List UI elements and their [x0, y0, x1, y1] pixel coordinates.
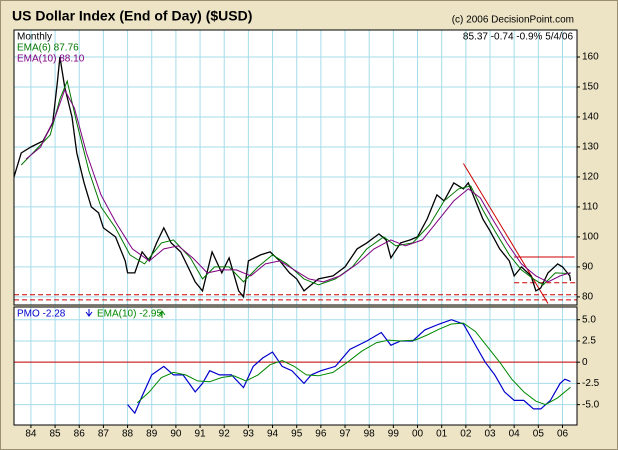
x-tick-label: 99 [388, 429, 400, 440]
periodicity: Monthly [17, 32, 52, 43]
legend-ema6: EMA(6) 87.76 [17, 43, 79, 54]
price-panel [14, 30, 577, 305]
y-tick-label: 130 [582, 142, 599, 153]
y-tick-label: 2.5 [582, 336, 596, 347]
y-tick-label: 80 [582, 292, 594, 303]
y-tick-label: 5.0 [582, 314, 596, 325]
series-line [20, 79, 571, 286]
series-line [127, 319, 571, 415]
y-tick-label: 120 [582, 172, 599, 183]
x-tick-label: 87 [98, 429, 110, 440]
legend-pmo: PMO -2.28 [17, 309, 66, 320]
y-tick-label: 90 [582, 262, 594, 273]
last-quote: 85.37 -0.74 -0.9% 5/4/06 [463, 32, 574, 43]
x-tick-label: 85 [50, 429, 62, 440]
x-tick-label: 97 [339, 429, 351, 440]
plot-layer [13, 30, 577, 425]
y-tick-label: -2.5 [582, 378, 600, 389]
chart-title: US Dollar Index (End of Day) ($USD) [12, 8, 252, 24]
x-tick-label: 92 [219, 429, 231, 440]
y-tick-label: -5.0 [582, 399, 600, 410]
x-tick-label: 90 [170, 429, 182, 440]
x-tick-label: 96 [315, 429, 327, 440]
y-tick-label: 0 [582, 357, 588, 368]
x-tick-label: 02 [460, 429, 472, 440]
x-tick-label: 86 [74, 429, 86, 440]
up-arrow [158, 310, 166, 318]
pmo-border [13, 306, 578, 426]
y-tick-label: 150 [582, 82, 599, 93]
x-tick-label: 93 [243, 429, 255, 440]
series-line [136, 322, 571, 406]
x-tick-label: 03 [484, 429, 496, 440]
copyright: (c) 2006 DecisionPoint.com [452, 15, 574, 26]
legend-pmo-ema: EMA(10) -2.95 [97, 309, 162, 320]
x-tick-label: 00 [412, 429, 424, 440]
x-tick-label: 06 [557, 429, 569, 440]
x-tick-label: 05 [533, 429, 545, 440]
legend-ema10: EMA(10) 88.10 [17, 54, 85, 65]
y-tick-label: 160 [582, 52, 599, 63]
x-tick-label: 04 [509, 429, 521, 440]
x-tick-label: 88 [122, 429, 134, 440]
x-tick-label: 84 [25, 429, 37, 440]
x-tick-label: 95 [291, 429, 303, 440]
x-tick-label: 91 [194, 429, 206, 440]
series-line [25, 88, 571, 283]
x-tick-label: 98 [364, 429, 376, 440]
x-tick-label: 94 [267, 429, 279, 440]
price-border [13, 29, 578, 306]
down-arrow [85, 309, 93, 317]
x-tick-label: 89 [146, 429, 158, 440]
y-tick-label: 140 [582, 112, 599, 123]
series-line [13, 56, 572, 299]
x-tick-label: 01 [436, 429, 448, 440]
pmo-panel [14, 307, 577, 425]
y-tick-label: 100 [582, 232, 599, 243]
y-tick-label: 110 [582, 202, 598, 213]
reference-line [463, 163, 549, 304]
